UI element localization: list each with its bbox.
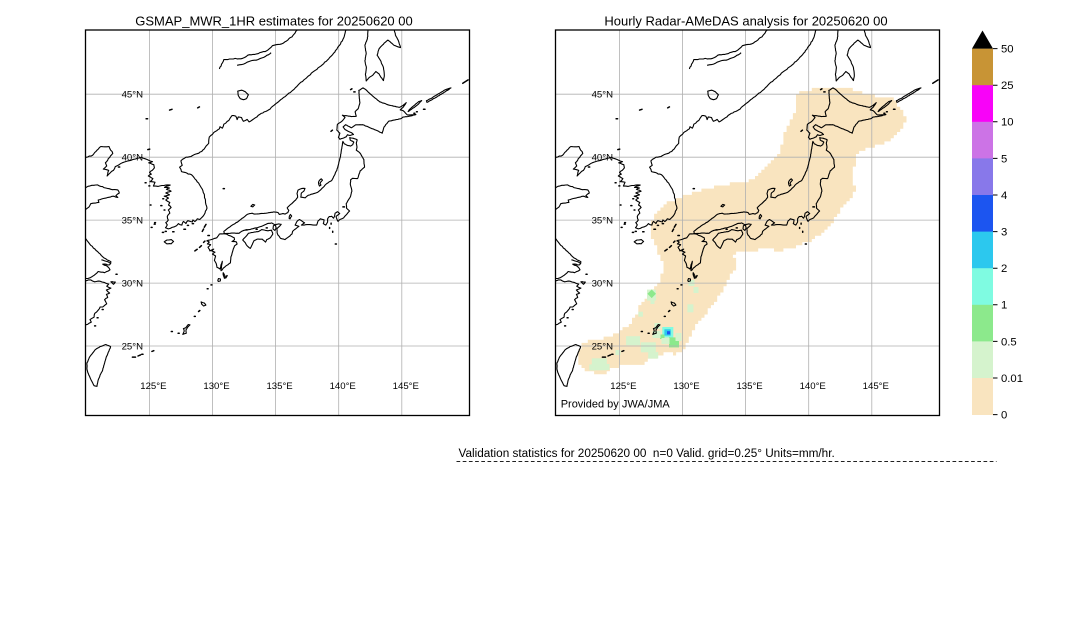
- svg-text:Hourly Radar-AMeDAS analysis f: Hourly Radar-AMeDAS analysis for 2025062…: [604, 14, 887, 29]
- svg-text:140°E: 140°E: [330, 381, 356, 392]
- svg-text:Provided by JWA/JMA: Provided by JWA/JMA: [561, 398, 671, 410]
- svg-text:2: 2: [1001, 263, 1007, 275]
- svg-text:25°N: 25°N: [592, 341, 614, 352]
- svg-text:135°E: 135°E: [266, 381, 292, 392]
- svg-text:0.01: 0.01: [1001, 373, 1023, 385]
- svg-text:135°E: 135°E: [736, 381, 762, 392]
- svg-text:25°N: 25°N: [122, 341, 144, 352]
- svg-text:0: 0: [1001, 410, 1007, 422]
- svg-text:3: 3: [1001, 227, 1007, 239]
- svg-text:145°E: 145°E: [863, 381, 889, 392]
- svg-text:145°E: 145°E: [393, 381, 419, 392]
- svg-text:140°E: 140°E: [800, 381, 826, 392]
- svg-text:40°N: 40°N: [592, 153, 614, 164]
- svg-text:5: 5: [1001, 153, 1007, 165]
- svg-text:125°E: 125°E: [140, 381, 166, 392]
- svg-text:50: 50: [1001, 44, 1014, 56]
- svg-text:10: 10: [1001, 117, 1014, 129]
- svg-text:1: 1: [1001, 300, 1007, 312]
- svg-text:40°N: 40°N: [122, 153, 144, 164]
- svg-text:35°N: 35°N: [122, 216, 144, 227]
- svg-text:35°N: 35°N: [592, 216, 614, 227]
- svg-text:30°N: 30°N: [122, 279, 144, 290]
- svg-text:GSMAP_MWR_1HR estimates for 20: GSMAP_MWR_1HR estimates for 20250620 00: [135, 14, 412, 29]
- svg-text:4: 4: [1001, 190, 1007, 202]
- svg-text:130°E: 130°E: [203, 381, 229, 392]
- svg-text:Validation statistics for 2025: Validation statistics for 20250620 00 n=…: [459, 447, 835, 460]
- svg-text:45°N: 45°N: [592, 90, 614, 101]
- svg-text:30°N: 30°N: [592, 279, 614, 290]
- svg-text:130°E: 130°E: [673, 381, 699, 392]
- svg-text:0.5: 0.5: [1001, 336, 1017, 348]
- svg-text:45°N: 45°N: [122, 90, 144, 101]
- svg-text:25: 25: [1001, 80, 1014, 92]
- svg-text:125°E: 125°E: [610, 381, 636, 392]
